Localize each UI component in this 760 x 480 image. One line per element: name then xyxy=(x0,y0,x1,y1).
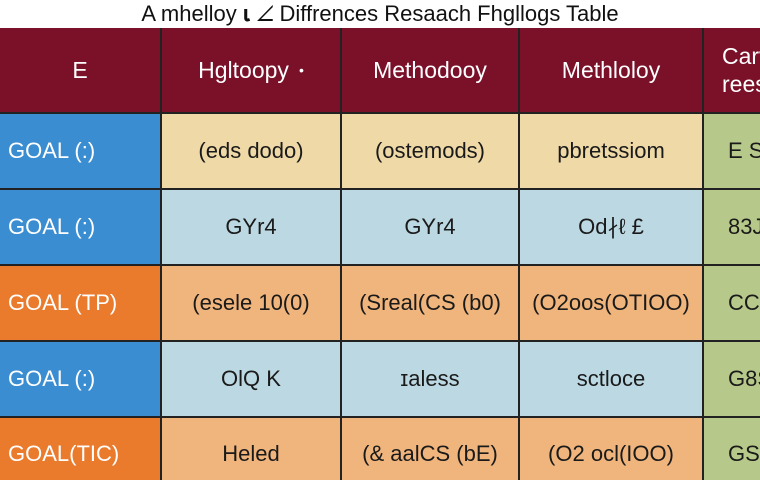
row3-goal: GOAL (TP) xyxy=(0,266,160,340)
row5-cell-3: (O2 ocl(IOO) xyxy=(520,418,702,480)
header-cell-e: E xyxy=(0,28,160,112)
row2-cell-1: GYr4 xyxy=(162,190,340,264)
row1-cell-1: (eds dodo) xyxy=(162,114,340,188)
row4-cell-1: OlQ K xyxy=(162,342,340,416)
row4-cell-4: G8S xyxy=(704,342,760,416)
header-cell-hgltoopy: Hgltoopy • xyxy=(162,28,340,112)
row2-cell-3: Od∤ℓ £ xyxy=(520,190,702,264)
row2-goal: GOAL (:) xyxy=(0,190,160,264)
row1-cell-4: E SJ xyxy=(704,114,760,188)
header-hgltoopy-label: Hgltoopy xyxy=(198,56,289,83)
header-hgltoopy-dot: • xyxy=(298,62,304,78)
header-carv-line1: Carv xyxy=(722,43,760,69)
row4-cell-2: ɪaless xyxy=(342,342,518,416)
row2-cell-4: 83J xyxy=(704,190,760,264)
row1-goal: GOAL (:) xyxy=(0,114,160,188)
row5-cell-2: (& aalCS (bE) xyxy=(342,418,518,480)
row5-cell-1: Heled xyxy=(162,418,340,480)
row5-cell-4: GSJ xyxy=(704,418,760,480)
row4-goal: GOAL (:) xyxy=(0,342,160,416)
header-carv-line2: rees xyxy=(722,71,760,97)
row3-cell-3: (O2oos(OTIOO) xyxy=(520,266,702,340)
header-cell-carv: Carv rees xyxy=(704,28,760,112)
row3-cell-2: (Sreal(CS (b0) xyxy=(342,266,518,340)
row1-cell-2: (ostemods) xyxy=(342,114,518,188)
comparison-table: E Hgltoopy • Methodooy Methloloy Carv re… xyxy=(0,28,760,480)
header-cell-methodooy: Methodooy xyxy=(342,28,518,112)
row5-goal: GOAL(TIC) xyxy=(0,418,160,480)
row1-cell-3: pbretssiom xyxy=(520,114,702,188)
row3-cell-4: CCS xyxy=(704,266,760,340)
row2-cell-2: GYr4 xyxy=(342,190,518,264)
table-title: A mhelloy 𝛊 ∠ Diffrences Resaach Fhgllog… xyxy=(141,1,619,26)
row3-cell-1: (esele 10(0) xyxy=(162,266,340,340)
header-cell-methloloy: Methloloy xyxy=(520,28,702,112)
row4-cell-3: sctloce xyxy=(520,342,702,416)
